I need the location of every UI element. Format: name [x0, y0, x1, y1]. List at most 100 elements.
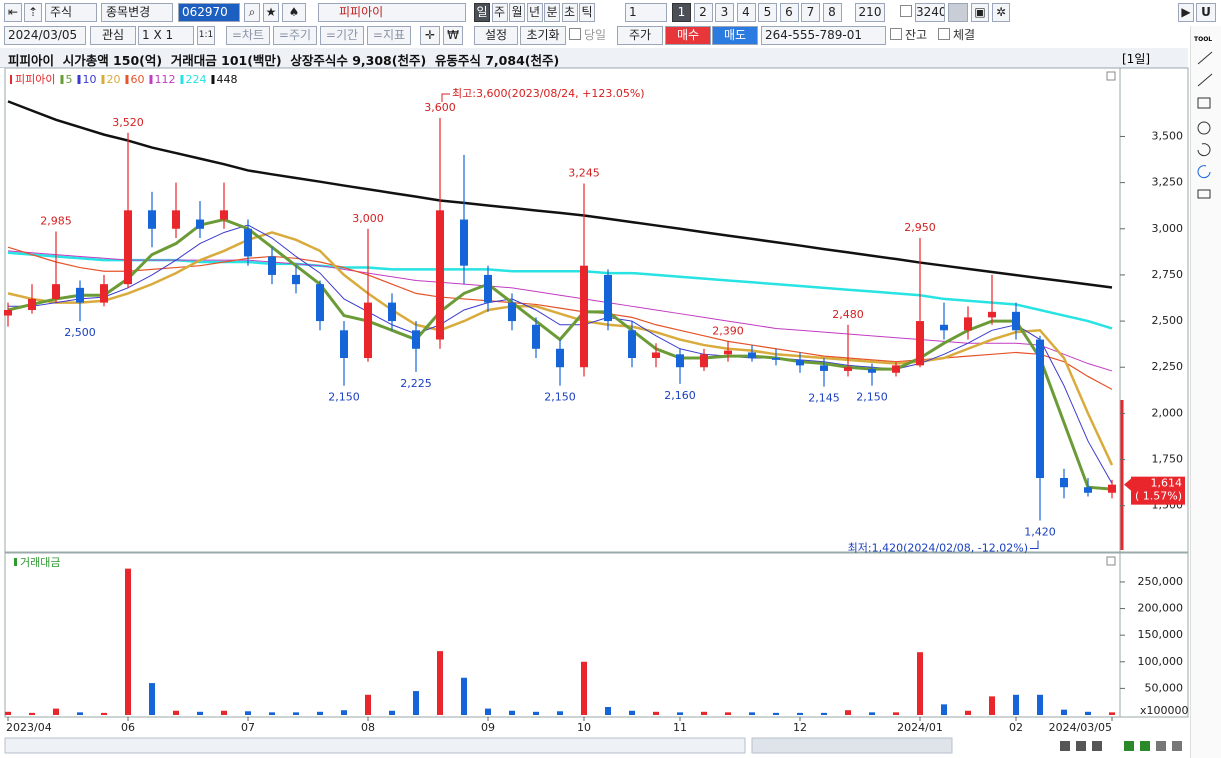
nav-button[interactable]: ▶ [1178, 3, 1194, 22]
panel-button[interactable] [1106, 556, 1116, 566]
candle-body [580, 265, 588, 368]
period-button[interactable]: 분 [544, 3, 560, 22]
executed-checkbox[interactable]: 체결 [938, 26, 975, 45]
scrollbar[interactable] [4, 737, 746, 754]
candle-body [604, 274, 612, 322]
code-input[interactable]: 062970 [178, 3, 240, 22]
menu-button[interactable]: =주기 [273, 26, 317, 45]
period-button[interactable]: 월 [509, 3, 525, 22]
volume-bar [317, 711, 323, 715]
period-count[interactable]: 1 [625, 3, 667, 22]
page-button[interactable]: 8 [822, 3, 842, 22]
candle-body [868, 369, 876, 373]
watch-button[interactable]: 관심 [90, 26, 136, 45]
legend-entry: 5 [65, 73, 72, 86]
price-button[interactable]: 주가 [617, 26, 663, 45]
max-pointer [441, 93, 450, 102]
candle-body [4, 310, 12, 316]
candle-body [772, 358, 780, 360]
volume-bar [725, 712, 731, 715]
page-button[interactable]: 3 [715, 3, 734, 22]
volume-bar [893, 712, 899, 715]
nav-button[interactable]: ⇤ [4, 3, 22, 22]
price-panel [4, 67, 1121, 553]
side-toolbar [1190, 26, 1221, 758]
volume-bar [269, 712, 275, 715]
volume-bar [1061, 709, 1067, 715]
candle-body [700, 354, 708, 368]
period-button[interactable]: 일 [474, 3, 490, 22]
volume-bar [845, 710, 851, 715]
period-button[interactable]: 틱 [579, 3, 595, 22]
volume-axis [1119, 552, 1189, 718]
date-input[interactable]: 2024/03/05 [4, 26, 86, 45]
menu-button[interactable]: U [1196, 3, 1216, 22]
volume-bar [437, 651, 443, 715]
price-annotation: 3,520 [112, 116, 144, 129]
candle-body [892, 365, 900, 373]
save-button[interactable]: ▣ [971, 3, 989, 22]
page-button[interactable]: 4 [736, 3, 756, 22]
buy-button[interactable]: 매수 [665, 26, 711, 45]
stock-info: 피피아이 시가총액 150(억) 거래대금 101(백만) 상장주식수 9,30… [8, 53, 560, 68]
stock-name[interactable]: 피피아이 [318, 3, 466, 22]
menu-button[interactable]: =지표 [367, 26, 411, 45]
volume-bar [917, 652, 923, 715]
page-button[interactable]: 6 [779, 3, 799, 22]
x-tick-label: 08 [361, 721, 375, 734]
ratio-button[interactable]: 1:1 [197, 26, 215, 45]
won-button[interactable]: ₩ [443, 26, 463, 45]
menu-button[interactable]: =차트 [226, 26, 270, 45]
settings-button[interactable]: 설정 [474, 26, 518, 45]
y-tick-label: 100,000 [1138, 655, 1184, 668]
volume-bar [413, 691, 419, 715]
volume-panel [4, 552, 1121, 718]
panel-button[interactable] [1106, 71, 1116, 81]
today-checkbox[interactable]: 당일 [569, 26, 606, 45]
page-button[interactable]: 1 [672, 3, 691, 22]
candle-body [628, 330, 636, 358]
cross-button[interactable]: ✛ [420, 26, 440, 45]
page-button[interactable]: 5 [758, 3, 777, 22]
candle-body [820, 365, 828, 371]
period-button[interactable]: 주 [491, 3, 508, 22]
period-button[interactable]: 년 [526, 3, 543, 22]
reset-button[interactable]: 초기화 [520, 26, 566, 45]
icon-button[interactable]: ♠ [282, 3, 306, 22]
menu-button[interactable]: =기간 [320, 26, 364, 45]
page-button[interactable]: 7 [801, 3, 820, 22]
volume-bar [653, 711, 659, 715]
volume-bar [341, 710, 347, 715]
sell-button[interactable]: 매도 [712, 26, 758, 45]
volume-bar [245, 711, 251, 715]
legend-icon [10, 75, 12, 84]
x-tick-label: 2023/04 [6, 721, 52, 734]
bar-count[interactable]: 210 [855, 3, 885, 22]
icon-button[interactable] [948, 3, 968, 22]
settings-button[interactable]: ✲ [992, 3, 1010, 22]
bottom-icons [1060, 741, 1182, 751]
nav-button[interactable]: ⇡ [24, 3, 42, 22]
stock-type[interactable]: 주식 [45, 3, 97, 22]
scroll-thumb[interactable] [751, 737, 953, 754]
layout-button[interactable]: 1 X 1 [138, 26, 194, 45]
y-tick-label: 250,000 [1138, 575, 1184, 588]
volume-bar [797, 712, 803, 715]
balance-checkbox[interactable]: 잔고 [890, 26, 927, 45]
volume-bar [173, 710, 179, 715]
min-label: 최저:1,420(2024/02/08, -12.02%) [848, 541, 1028, 554]
price-annotation: 3,000 [352, 212, 384, 225]
search-button[interactable]: ⌕ [244, 3, 260, 22]
change-button[interactable]: 종목변경 [101, 3, 173, 22]
candle-body [148, 210, 156, 229]
period-button[interactable]: 초 [561, 3, 578, 22]
candle-body [1036, 339, 1044, 478]
account-select[interactable]: 264-555-789-01 [761, 26, 886, 45]
page-button[interactable]: 2 [693, 3, 713, 22]
star-button[interactable]: ★ [263, 3, 279, 22]
legend-entry: 10 [82, 73, 96, 86]
candle-body [412, 330, 420, 349]
y-tick-label: 200,000 [1138, 602, 1184, 615]
min-pointer [1030, 540, 1039, 549]
volume-bar [365, 694, 371, 715]
